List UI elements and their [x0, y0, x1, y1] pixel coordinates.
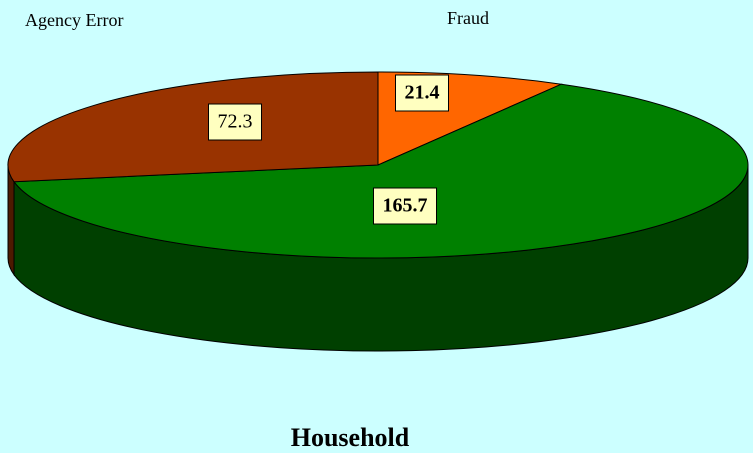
data-label-box [373, 187, 437, 225]
data-label-box [208, 103, 262, 141]
data-label: 72.3 [218, 111, 253, 133]
pie-slice [13, 83, 749, 259]
pie-side [7, 164, 15, 277]
pie-slice [7, 71, 379, 183]
data-label-box [395, 74, 449, 112]
data-label: 165.7 [383, 195, 428, 217]
data-label: 21.4 [405, 82, 440, 104]
category-label: Fraud [447, 8, 489, 28]
category-label: Agency Error [25, 10, 123, 30]
category-label: Household [291, 423, 410, 452]
